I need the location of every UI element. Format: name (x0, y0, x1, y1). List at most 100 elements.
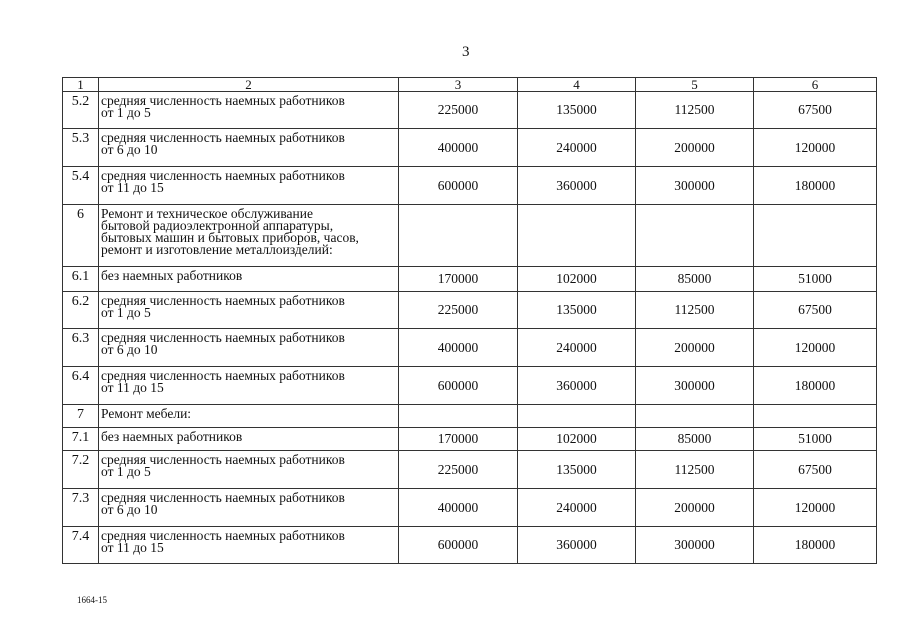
value-cell: 51000 (753, 266, 877, 292)
value-cell: 135000 (517, 91, 636, 129)
row-description: средняя численность наемных работников от… (98, 328, 399, 367)
value-cell: 225000 (398, 291, 518, 329)
row-code: 7.4 (62, 526, 99, 564)
description-line: от 1 до 5 (101, 305, 151, 320)
row-code: 5.2 (62, 91, 99, 129)
value-cell: 360000 (517, 166, 636, 205)
value-cell: 240000 (517, 128, 636, 167)
description-line: средняя численность наемных работников (101, 168, 345, 183)
description-line: ремонт и изготовление металлоизделий: (101, 242, 333, 257)
table-row: 7.4 средняя численность наемных работнико… (62, 526, 877, 564)
value-cell: 225000 (398, 450, 518, 489)
row-description: средняя численность наемных работников от… (98, 526, 399, 564)
row-description: средняя численность наемных работников от… (98, 291, 399, 329)
value-cell: 200000 (635, 128, 754, 167)
table-row: 7.3 средняя численность наемных работнико… (62, 488, 877, 527)
value-cell: 85000 (635, 427, 754, 451)
row-description: Ремонт мебели: (98, 404, 399, 428)
table-row: 7.1 без наемных работников 170000 102000 850… (62, 427, 877, 451)
value-cell: 200000 (635, 328, 754, 367)
table-row: 6 Ремонт и техническое обслуживание бытово… (62, 204, 877, 267)
row-code: 6.2 (62, 291, 99, 329)
row-description: средняя численность наемных работников от… (98, 128, 399, 167)
value-cell: 67500 (753, 291, 877, 329)
description-line: от 1 до 5 (101, 464, 151, 479)
value-cell (753, 204, 877, 267)
table-row: 6.4 средняя численность наемных работнико… (62, 366, 877, 405)
row-code: 7.2 (62, 450, 99, 489)
description-line: средняя численность наемных работников (101, 490, 345, 505)
description-line: без наемных работников (101, 268, 243, 283)
row-description: средняя численность наемных работников от… (98, 366, 399, 405)
value-cell: 120000 (753, 128, 877, 167)
column-header: 4 (517, 77, 636, 92)
row-code: 5.4 (62, 166, 99, 205)
column-header: 6 (753, 77, 877, 92)
value-cell: 102000 (517, 266, 636, 292)
page-number: 3 (462, 44, 470, 60)
column-header: 1 (62, 77, 99, 92)
row-code: 7.1 (62, 427, 99, 451)
description-line: от 6 до 10 (101, 502, 158, 517)
row-description: средняя численность наемных работников от… (98, 91, 399, 129)
value-cell: 240000 (517, 488, 636, 527)
value-cell: 360000 (517, 366, 636, 405)
row-description: средняя численность наемных работников от… (98, 166, 399, 205)
row-code: 5.3 (62, 128, 99, 167)
document-code: 1664-15 (77, 595, 107, 605)
value-cell: 400000 (398, 488, 518, 527)
row-description: средняя численность наемных работников от… (98, 450, 399, 489)
description-line: Ремонт мебели: (101, 406, 192, 421)
value-cell: 300000 (635, 166, 754, 205)
value-cell: 300000 (635, 526, 754, 564)
description-line: от 6 до 10 (101, 142, 158, 157)
value-cell: 180000 (753, 366, 877, 405)
table-row: 6.1 без наемных работников 170000 102000 850… (62, 266, 877, 292)
value-cell: 112500 (635, 91, 754, 129)
value-cell: 85000 (635, 266, 754, 292)
value-cell (517, 204, 636, 267)
row-description: без наемных работников (98, 427, 399, 451)
description-line: средняя численность наемных работников (101, 528, 345, 543)
value-cell (753, 404, 877, 428)
description-line: средняя численность наемных работников (101, 330, 345, 345)
value-cell: 112500 (635, 450, 754, 489)
description-line: средняя численность наемных работников (101, 130, 345, 145)
value-cell: 600000 (398, 526, 518, 564)
column-header: 5 (635, 77, 754, 92)
row-code: 6.1 (62, 266, 99, 292)
value-cell: 112500 (635, 291, 754, 329)
table-row: 6.2 средняя численность наемных работнико… (62, 291, 877, 329)
value-cell: 51000 (753, 427, 877, 451)
description-line: от 6 до 10 (101, 342, 158, 357)
value-cell (517, 404, 636, 428)
value-cell: 600000 (398, 366, 518, 405)
row-code: 7 (62, 404, 99, 428)
table-row: 5.4 средняя численность наемных работнико… (62, 166, 877, 205)
table-row: 6.3 средняя численность наемных работнико… (62, 328, 877, 367)
description-line: бытовых машин и бытовых приборов, часов, (101, 230, 359, 245)
description-line: без наемных работников (101, 429, 243, 444)
value-cell: 400000 (398, 328, 518, 367)
description-line: Ремонт и техническое обслуживание (101, 206, 313, 221)
description-line: от 11 до 15 (101, 380, 164, 395)
column-header: 3 (398, 77, 518, 92)
value-cell (398, 204, 518, 267)
value-cell: 400000 (398, 128, 518, 167)
value-cell: 600000 (398, 166, 518, 205)
table-row: 5.3 средняя численность наемных работнико… (62, 128, 877, 167)
value-cell: 170000 (398, 427, 518, 451)
table-row: 5.2 средняя численность наемных работнико… (62, 91, 877, 129)
value-cell (635, 204, 754, 267)
table-row: 7 Ремонт мебели: (62, 404, 877, 428)
tariff-table: 1 2 3 4 5 6 5.2 средняя численность наемн… (62, 77, 877, 564)
value-cell: 200000 (635, 488, 754, 527)
row-description: Ремонт и техническое обслуживание бытовой… (98, 204, 399, 267)
value-cell: 135000 (517, 291, 636, 329)
row-description: без наемных работников (98, 266, 399, 292)
value-cell: 360000 (517, 526, 636, 564)
row-code: 7.3 (62, 488, 99, 527)
column-header: 2 (98, 77, 399, 92)
value-cell: 225000 (398, 91, 518, 129)
value-cell: 135000 (517, 450, 636, 489)
